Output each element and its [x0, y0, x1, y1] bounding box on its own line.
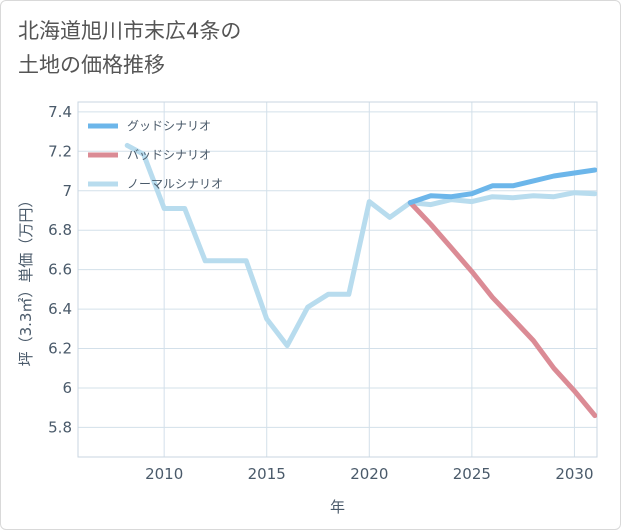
y-tick-label: 6.8	[48, 221, 72, 239]
y-tick-label: 7	[62, 182, 72, 200]
legend-label: ノーマルシナリオ	[127, 177, 223, 191]
series-line-1	[407, 200, 597, 419]
series-line-0	[407, 167, 597, 206]
y-tick-label: 6	[62, 379, 72, 397]
plot-border	[77, 101, 598, 458]
series-line-2	[124, 142, 597, 349]
y-tick-label: 6.6	[48, 261, 72, 279]
grid-lines	[77, 101, 598, 458]
series-lines	[124, 142, 597, 419]
x-axis-label: 年	[330, 498, 345, 516]
y-tick-label: 6.4	[48, 300, 72, 318]
y-tick-label: 7.4	[48, 103, 72, 121]
chart-title: 北海道旭川市末広4条の 土地の価格推移	[18, 19, 242, 77]
legend-label: グッドシナリオ	[127, 119, 211, 133]
x-tick-label: 2020	[350, 465, 388, 483]
x-tick-label: 2015	[248, 465, 286, 483]
x-tick-label: 2025	[453, 465, 491, 483]
y-tick-label: 6.2	[48, 340, 72, 358]
y-tick-label: 7.2	[48, 142, 72, 160]
x-tick-label: 2030	[555, 465, 593, 483]
y-tick-label: 5.8	[48, 418, 72, 436]
legend-label: バッドシナリオ	[127, 148, 211, 162]
x-tick-label: 2010	[145, 465, 183, 483]
y-axis-label: 坪（3.3㎡）単価（万円）	[17, 193, 35, 367]
axis-ticks: 5.8 6 6.2 6.4 6.6 6.8 7 7.2 7.4 2010 2015 2020 2025 2…	[48, 103, 593, 483]
